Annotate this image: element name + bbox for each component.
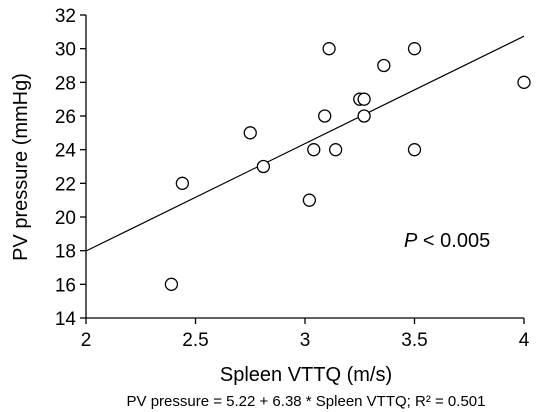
x-tick-label: 4 (519, 330, 530, 351)
y-tick-label: 28 (55, 73, 76, 94)
x-axis-title: Spleen VTTQ (m/s) (220, 364, 392, 386)
data-point (517, 75, 531, 89)
data-point (322, 42, 336, 56)
x-tick-label: 2 (81, 330, 92, 351)
data-point (164, 277, 179, 291)
y-tick-label: 22 (55, 174, 76, 195)
p-value-italic: P (404, 230, 418, 252)
y-tick-label: 24 (55, 141, 77, 162)
data-point (243, 126, 257, 140)
plot-area (85, 35, 525, 252)
p-value-annotation: P < 0.005 (404, 230, 490, 252)
y-tick-label: 32 (55, 6, 76, 27)
data-point (256, 159, 271, 174)
regression-line (85, 35, 525, 252)
x-tick-label: 3 (300, 330, 311, 351)
y-tick-label: 20 (55, 208, 76, 229)
data-point (175, 176, 190, 190)
y-axis-title: PV pressure (mmHg) (10, 73, 32, 261)
x-axis: 2 2.5 3 3.5 4 (81, 317, 530, 351)
x-tick-label: 3.5 (401, 330, 427, 351)
y-tick-label: 18 (55, 242, 76, 263)
y-tick-label: 16 (55, 275, 76, 296)
regression-caption: PV pressure = 5.22 + 6.38 * Spleen VTTQ;… (127, 393, 486, 410)
data-point (302, 193, 317, 207)
data-point (357, 109, 371, 123)
data-point (407, 42, 422, 56)
p-value-rest: < 0.005 (417, 230, 490, 252)
y-tick-label: 14 (55, 309, 77, 330)
data-point (357, 92, 371, 106)
data-point (307, 143, 321, 157)
data-point (318, 109, 332, 123)
data-point (407, 143, 422, 157)
y-axis: 14 16 18 20 22 24 26 28 30 32 (55, 6, 87, 330)
data-points (164, 42, 531, 291)
y-tick-label: 26 (55, 107, 76, 128)
y-tick-label: 30 (55, 40, 76, 61)
data-point (329, 143, 343, 157)
x-tick-label: 2.5 (182, 330, 208, 351)
data-point (377, 58, 391, 73)
